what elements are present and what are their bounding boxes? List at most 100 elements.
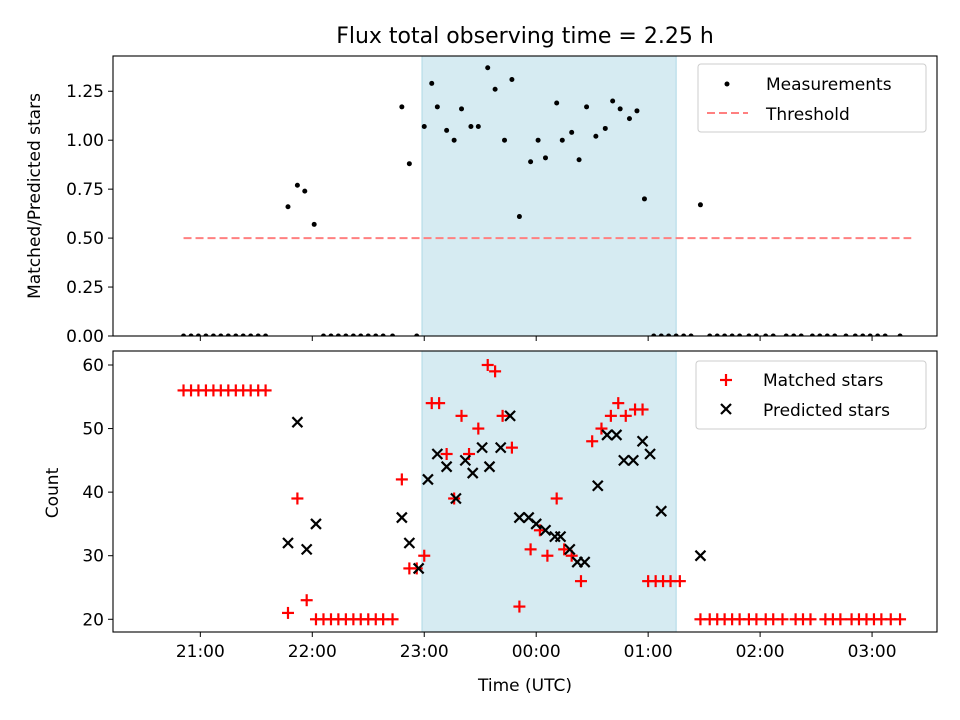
x-tick-label: 01:00	[624, 642, 673, 662]
measurement-point	[502, 137, 508, 143]
observing-window-shade	[421, 351, 677, 632]
measurement-point	[798, 333, 804, 336]
measurement-point	[610, 98, 616, 104]
predicted-point	[440, 460, 453, 473]
chart-title: Flux total observing time = 2.25 h	[336, 24, 714, 49]
observing-window-shade	[421, 56, 677, 336]
measurement-point	[860, 333, 866, 336]
predicted-point	[431, 448, 444, 460]
ratio-x-ticks	[199, 336, 873, 341]
measurement-point	[210, 333, 216, 336]
measurement-point	[468, 123, 474, 129]
predicted-point	[618, 454, 630, 467]
matched-point	[259, 384, 272, 397]
predicted-point	[627, 454, 640, 467]
measurement-point	[791, 333, 797, 336]
y-tick-label: 20	[82, 610, 104, 630]
measurement-point	[451, 137, 457, 143]
measurement-point	[421, 123, 427, 129]
measurement-point	[373, 333, 379, 336]
legend-matched-marker	[720, 374, 732, 386]
measurement-point	[809, 333, 815, 336]
matched-point	[496, 409, 509, 422]
predicted-point	[513, 511, 526, 524]
matched-point	[291, 492, 304, 505]
measurement-point	[824, 333, 830, 336]
measurement-point	[203, 333, 209, 336]
legend-measurement-marker	[724, 81, 730, 87]
predicted-point	[450, 492, 462, 505]
measurement-point	[181, 333, 187, 336]
measurement-point	[380, 333, 386, 336]
measurement-point	[255, 333, 261, 336]
measurement-point	[897, 333, 903, 336]
measurement-point	[832, 333, 838, 336]
y-tick-label: 0.25	[66, 278, 104, 298]
measurement-point	[218, 333, 224, 336]
measurement-point	[714, 333, 720, 336]
predicted-point	[483, 460, 496, 473]
predicted-point	[694, 549, 707, 562]
legend-predicted-marker	[720, 403, 732, 415]
measurement-point	[328, 333, 334, 336]
matched-point	[418, 549, 431, 562]
matched-point	[673, 575, 686, 588]
matched-point	[472, 422, 485, 435]
predicted-point	[601, 429, 613, 441]
shade-region	[422, 56, 677, 336]
x-tick-label: 23:00	[400, 642, 449, 662]
legend-threshold-label: Threshold	[765, 105, 850, 125]
measurement-point	[350, 333, 356, 336]
measurement-point	[406, 161, 412, 167]
measurement-point	[414, 333, 420, 336]
legend-measurements-label: Measurements	[766, 75, 892, 95]
matched-point	[550, 492, 563, 505]
count-panel: 20 30 40 50 60 21:00 22:00 23:00 00:00 01:00 02:0…	[43, 350, 938, 696]
measurement-point	[516, 214, 522, 220]
measurement-point	[358, 333, 364, 336]
measurement-point	[763, 333, 769, 336]
measurement-point	[681, 333, 687, 336]
measurement-point	[688, 333, 694, 336]
measurement-point	[626, 116, 632, 122]
matched-point	[776, 613, 789, 626]
measurement-point	[641, 196, 647, 202]
measurement-point	[302, 188, 308, 194]
measurement-point	[335, 333, 341, 336]
y-tick-label: 40	[82, 483, 104, 503]
predicted-point	[644, 448, 656, 460]
measurement-point	[593, 133, 599, 139]
predicted-point	[494, 441, 507, 454]
measurement-point	[707, 333, 713, 336]
predicted-point	[403, 537, 416, 549]
y-tick-label: 0.00	[66, 327, 104, 347]
predicted-point	[655, 505, 668, 517]
matched-point	[489, 365, 502, 378]
matched-point	[395, 473, 408, 486]
measurement-point	[867, 333, 873, 336]
x-tick-label: 03:00	[848, 642, 897, 662]
predicted-point	[476, 441, 488, 454]
ratio-y-axis-label: Matched/Predicted stars	[25, 93, 45, 299]
shade-region	[422, 351, 677, 632]
ratio-panel-frame	[112, 55, 938, 337]
measurement-point	[485, 65, 491, 71]
ratio-legend: Measurements Threshold	[697, 63, 927, 133]
matched-point	[300, 594, 313, 607]
matched-point	[455, 409, 468, 422]
matched-point	[558, 543, 571, 556]
matched-point	[505, 441, 518, 454]
measurement-point	[658, 333, 664, 336]
measurement-point	[294, 182, 300, 188]
measurement-point	[320, 333, 326, 336]
count-panel-frame	[112, 350, 938, 633]
matched-point	[894, 613, 907, 626]
predicted-point	[422, 473, 434, 486]
measurement-point	[509, 76, 515, 82]
measurement-point	[429, 80, 435, 86]
predicted-point	[539, 524, 552, 537]
matched-point	[513, 600, 526, 613]
measurement-point	[444, 127, 450, 133]
measurement-point	[882, 333, 888, 336]
